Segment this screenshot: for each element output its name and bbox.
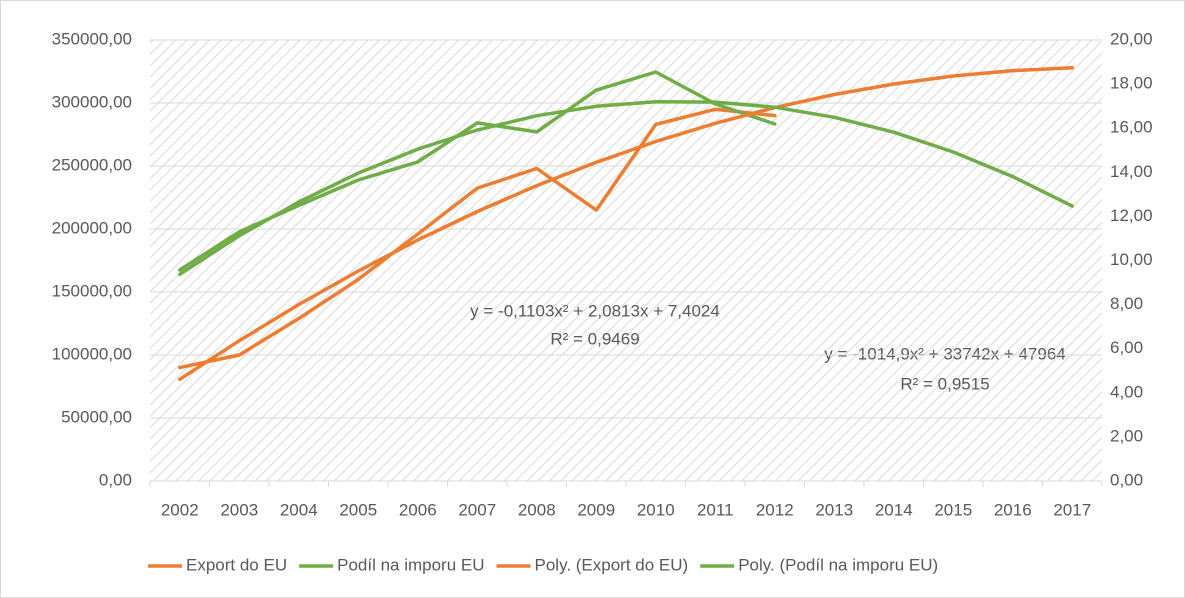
x-tick-label: 2014: [875, 500, 913, 519]
y2-tick-label: 2,00: [1110, 426, 1143, 445]
x-tick-label: 2008: [518, 500, 556, 519]
legend-label: Poly. (Export do EU): [535, 555, 689, 574]
x-tick-label: 2016: [994, 500, 1032, 519]
y-tick-label: 150000,00: [52, 281, 132, 300]
y-tick-label: 100000,00: [52, 344, 132, 363]
y2-tick-label: 4,00: [1110, 382, 1143, 401]
x-tick-label: 2012: [756, 500, 794, 519]
y2-tick-label: 10,00: [1110, 250, 1153, 269]
series-line: [178, 107, 777, 370]
y2-tick-label: 6,00: [1110, 338, 1143, 357]
series-line: [178, 99, 1075, 277]
y2-tick-label: 18,00: [1110, 74, 1153, 93]
y-tick-label: 0,00: [99, 470, 132, 489]
legend-label: Podíl na imporu EU: [337, 555, 484, 574]
annotation: R² = 0,9469: [550, 329, 639, 348]
y2-tick-label: 12,00: [1110, 206, 1153, 225]
y-tick-label: 300000,00: [52, 92, 132, 111]
x-tick-label: 2017: [1053, 500, 1091, 519]
y2-tick-label: 20,00: [1110, 29, 1153, 48]
y2-tick-label: 16,00: [1110, 118, 1153, 137]
x-tick-label: 2009: [577, 500, 615, 519]
y2-tick-label: 14,00: [1110, 162, 1153, 181]
legend-label: Export do EU: [186, 555, 287, 574]
legend-label: Poly. (Podíl na imporu EU): [738, 555, 938, 574]
x-tick-label: 2010: [637, 500, 675, 519]
x-tick-label: 2002: [161, 500, 199, 519]
x-tick-label: 2011: [697, 500, 734, 519]
y-tick-label: 250000,00: [52, 155, 132, 174]
y-tick-label: 350000,00: [52, 29, 132, 48]
annotation: y = -0,1103x² + 2,0813x + 7,4024: [470, 301, 720, 320]
y2-tick-label: 0,00: [1110, 470, 1143, 489]
x-tick-label: 2004: [280, 500, 318, 519]
y2-tick-label: 8,00: [1110, 294, 1143, 313]
plot-area: [150, 40, 1102, 481]
x-tick-label: 2015: [934, 500, 972, 519]
x-tick-label: 2003: [220, 500, 258, 519]
annotation: R² = 0,9515: [900, 374, 989, 393]
y-tick-label: 200000,00: [52, 218, 132, 237]
x-tick-label: 2007: [458, 500, 496, 519]
series-line: [178, 65, 1075, 382]
x-tick-label: 2005: [339, 500, 377, 519]
annotation: y = -1014,9x² + 33742x + 47964: [824, 344, 1066, 363]
x-tick-label: 2006: [399, 500, 437, 519]
x-tick-label: 2013: [815, 500, 853, 519]
y-tick-label: 50000,00: [61, 407, 132, 426]
